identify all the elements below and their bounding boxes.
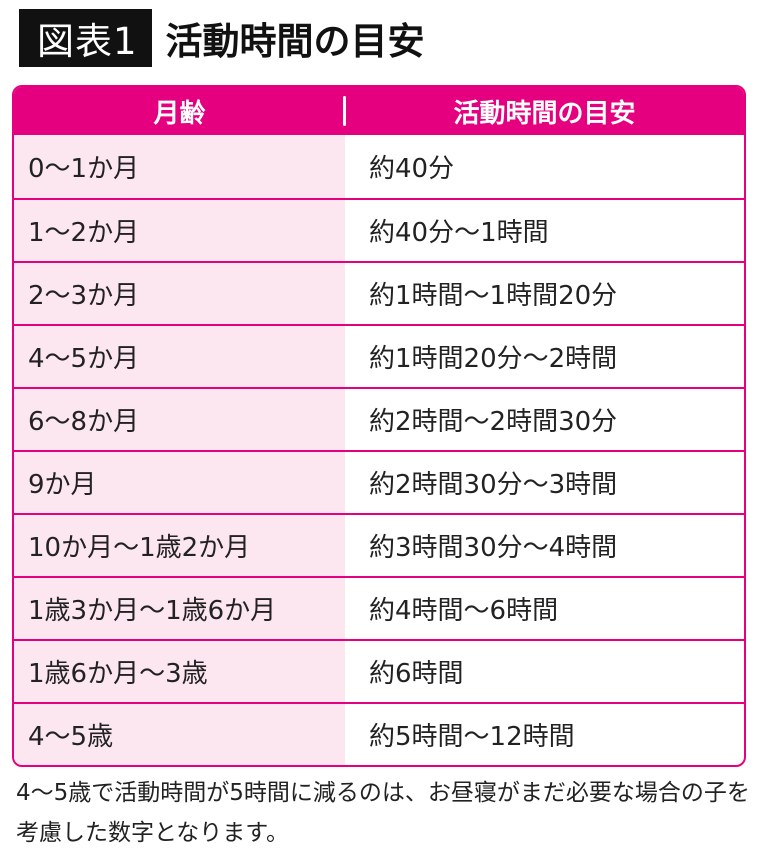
age-cell: 4〜5歳 xyxy=(14,704,345,765)
activity-time-cell: 約2時間〜2時間30分 xyxy=(369,407,618,437)
header-age: 月齢 xyxy=(153,98,206,129)
table-row: 1歳3か月〜1歳6か月 約4時間〜6時間 xyxy=(14,576,744,639)
header-activity-time: 活動時間の目安 xyxy=(453,98,636,129)
figure-label: 図表1 xyxy=(19,9,152,67)
activity-time-cell: 約2時間30分〜3時間 xyxy=(369,470,618,500)
activity-time-cell: 約5時間〜12時間 xyxy=(369,722,575,752)
table-row: 0〜1か月 約40分 xyxy=(14,135,744,198)
activity-time-table: 月齢 活動時間の目安 0〜1か月 約40分 1〜2か月 約40分〜1時間 2〜3か月 約1… xyxy=(12,85,746,767)
age-cell: 6〜8か月 xyxy=(14,389,345,450)
header-divider xyxy=(343,96,346,126)
activity-time-cell: 約4時間〜6時間 xyxy=(369,596,559,626)
age-cell: 1歳6か月〜3歳 xyxy=(14,641,345,702)
activity-time-cell: 約3時間30分〜4時間 xyxy=(369,533,618,563)
age-cell: 9か月 xyxy=(14,452,345,513)
age-cell: 4〜5か月 xyxy=(14,326,345,387)
table-row: 10か月〜1歳2か月 約3時間30分〜4時間 xyxy=(14,513,744,576)
table-row: 1歳6か月〜3歳 約6時間 xyxy=(14,639,744,702)
footnote: 4〜5歳で活動時間が5時間に減るのは、お昼寝がまだ必要な場合の子を考慮した数字と… xyxy=(16,780,750,846)
activity-time-cell: 約1時間〜1時間20分 xyxy=(369,281,618,311)
activity-time-cell: 約6時間 xyxy=(369,659,464,689)
activity-time-cell: 約40分 xyxy=(369,154,455,184)
table-row: 6〜8か月 約2時間〜2時間30分 xyxy=(14,387,744,450)
age-cell: 1歳3か月〜1歳6か月 xyxy=(14,578,345,639)
table-row: 4〜5歳 約5時間〜12時間 xyxy=(14,702,744,765)
table-row: 9か月 約2時間30分〜3時間 xyxy=(14,450,744,513)
table-header: 月齢 活動時間の目安 xyxy=(14,87,744,135)
activity-time-cell: 約1時間20分〜2時間 xyxy=(369,344,618,374)
table-row: 1〜2か月 約40分〜1時間 xyxy=(14,198,744,261)
age-cell: 2〜3か月 xyxy=(14,263,345,324)
table-row: 2〜3か月 約1時間〜1時間20分 xyxy=(14,261,744,324)
figure-heading: 活動時間の目安 xyxy=(165,20,425,63)
age-cell: 1〜2か月 xyxy=(14,200,345,261)
age-cell: 0〜1か月 xyxy=(14,135,345,198)
table-row: 4〜5か月 約1時間20分〜2時間 xyxy=(14,324,744,387)
activity-time-cell: 約40分〜1時間 xyxy=(369,218,549,248)
figure-title: 図表1 活動時間の目安 xyxy=(19,9,425,67)
age-cell: 10か月〜1歳2か月 xyxy=(14,515,345,576)
